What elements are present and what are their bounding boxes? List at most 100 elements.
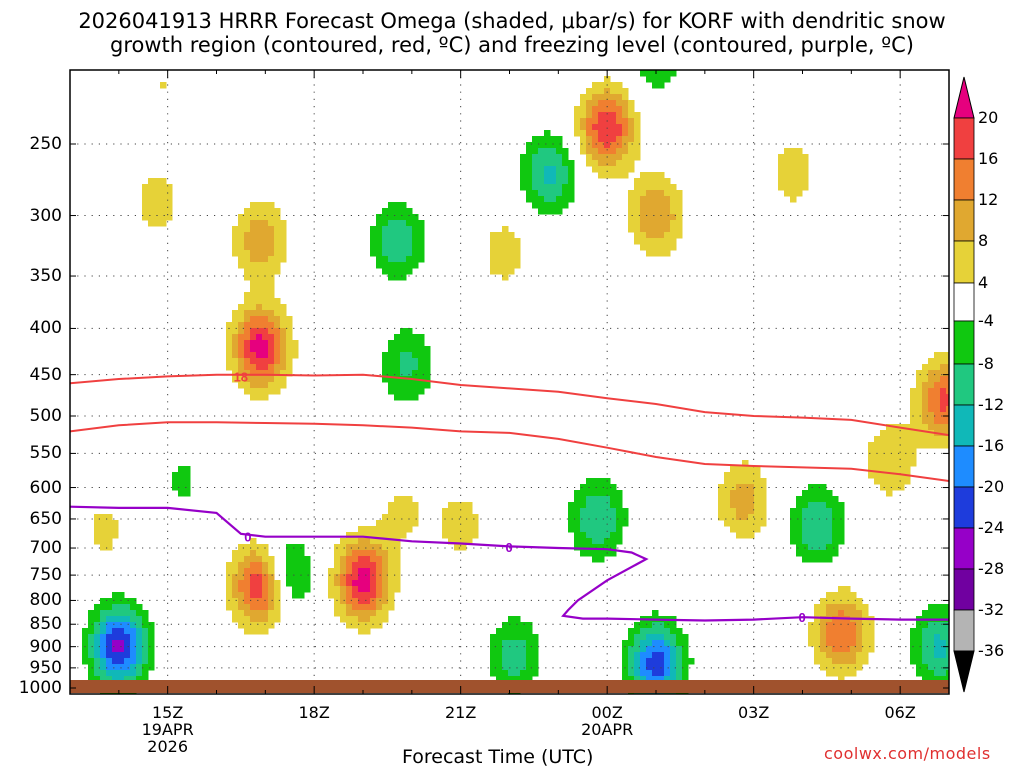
omega-cell bbox=[814, 490, 821, 497]
omega-cell bbox=[568, 520, 575, 527]
omega-cell bbox=[412, 358, 419, 365]
omega-cell bbox=[574, 106, 581, 113]
omega-cell bbox=[94, 526, 101, 533]
omega-cell bbox=[586, 154, 593, 161]
omega-cell bbox=[754, 526, 761, 533]
omega-cell bbox=[418, 340, 425, 347]
omega-cell bbox=[268, 382, 275, 389]
omega-cell bbox=[268, 364, 275, 371]
omega-cell bbox=[598, 544, 605, 551]
omega-cell bbox=[922, 394, 929, 401]
omega-cell bbox=[262, 226, 269, 233]
omega-cell bbox=[298, 550, 305, 557]
omega-cell bbox=[406, 370, 413, 377]
omega-cell bbox=[256, 556, 263, 563]
omega-cell bbox=[412, 340, 419, 347]
credit-link[interactable]: coolwx.com/models bbox=[824, 744, 991, 763]
omega-cell bbox=[388, 586, 395, 593]
omega-cell bbox=[820, 526, 827, 533]
omega-cell bbox=[400, 262, 407, 269]
omega-cell bbox=[688, 658, 695, 665]
omega-cell bbox=[406, 238, 413, 245]
omega-cell bbox=[616, 160, 623, 167]
omega-cell bbox=[592, 538, 599, 545]
omega-cell bbox=[778, 166, 785, 173]
omega-cell bbox=[676, 676, 683, 683]
omega-cell bbox=[868, 622, 875, 629]
omega-cell bbox=[118, 604, 125, 611]
omega-cell bbox=[664, 628, 671, 635]
omega-cell bbox=[238, 550, 245, 557]
omega-cell bbox=[934, 610, 941, 617]
omega-cell bbox=[502, 244, 509, 251]
omega-cell bbox=[640, 658, 647, 665]
omega-cell bbox=[160, 190, 167, 197]
y-tick-label: 500 bbox=[29, 406, 62, 426]
omega-cell bbox=[370, 598, 377, 605]
omega-cell bbox=[364, 556, 371, 563]
omega-cell bbox=[508, 244, 515, 251]
omega-cell bbox=[652, 676, 659, 683]
omega-cell bbox=[592, 508, 599, 515]
omega-cell bbox=[604, 172, 611, 179]
omega-cell bbox=[388, 544, 395, 551]
omega-cell bbox=[544, 190, 551, 197]
omega-cell bbox=[508, 268, 515, 275]
omega-cell bbox=[640, 172, 647, 179]
omega-cell bbox=[940, 658, 947, 665]
omega-cell bbox=[394, 250, 401, 257]
omega-cell bbox=[856, 634, 863, 641]
omega-cell bbox=[142, 670, 149, 677]
omega-cell bbox=[586, 142, 593, 149]
omega-cell bbox=[874, 460, 881, 467]
omega-cell bbox=[940, 388, 947, 395]
omega-cell bbox=[628, 148, 635, 155]
omega-cell bbox=[628, 670, 635, 677]
omega-cell bbox=[676, 202, 683, 209]
omega-cell bbox=[280, 238, 287, 245]
omega-cell bbox=[406, 268, 413, 275]
omega-cell bbox=[550, 136, 557, 143]
omega-cell bbox=[448, 514, 455, 521]
omega-cell bbox=[538, 166, 545, 173]
omega-cell bbox=[520, 172, 527, 179]
omega-cell bbox=[628, 100, 635, 107]
omega-cell bbox=[652, 610, 659, 617]
omega-cell bbox=[340, 556, 347, 563]
omega-cell bbox=[502, 238, 509, 245]
omega-cell bbox=[226, 334, 233, 341]
omega-cell bbox=[280, 322, 287, 329]
omega-cell bbox=[616, 166, 623, 173]
omega-cell bbox=[946, 658, 949, 665]
omega-cell bbox=[664, 70, 671, 77]
omega-cell bbox=[892, 436, 899, 443]
omega-cell bbox=[94, 664, 101, 671]
omega-cell bbox=[580, 550, 587, 557]
omega-cell bbox=[892, 430, 899, 437]
omega-cell bbox=[610, 172, 617, 179]
omega-cell bbox=[376, 544, 383, 551]
omega-cell bbox=[346, 532, 353, 539]
omega-cell bbox=[898, 454, 905, 461]
omega-cell bbox=[172, 484, 179, 491]
omega-cell bbox=[244, 232, 251, 239]
omega-cell bbox=[274, 232, 281, 239]
omega-cell bbox=[514, 238, 521, 245]
omega-cell bbox=[280, 382, 287, 389]
omega-cell bbox=[226, 574, 233, 581]
omega-cell bbox=[292, 562, 299, 569]
omega-cell bbox=[538, 148, 545, 155]
omega-cell bbox=[730, 472, 737, 479]
omega-cell bbox=[130, 670, 137, 677]
omega-cell bbox=[274, 334, 281, 341]
omega-cell bbox=[910, 418, 917, 425]
omega-cell bbox=[754, 484, 761, 491]
omega-cell bbox=[274, 364, 281, 371]
omega-cell bbox=[658, 226, 665, 233]
omega-cell bbox=[862, 646, 869, 653]
omega-cell bbox=[850, 664, 857, 671]
omega-cell bbox=[946, 388, 949, 395]
omega-cell bbox=[802, 550, 809, 557]
omega-cell bbox=[610, 106, 617, 113]
omega-cell bbox=[418, 232, 425, 239]
